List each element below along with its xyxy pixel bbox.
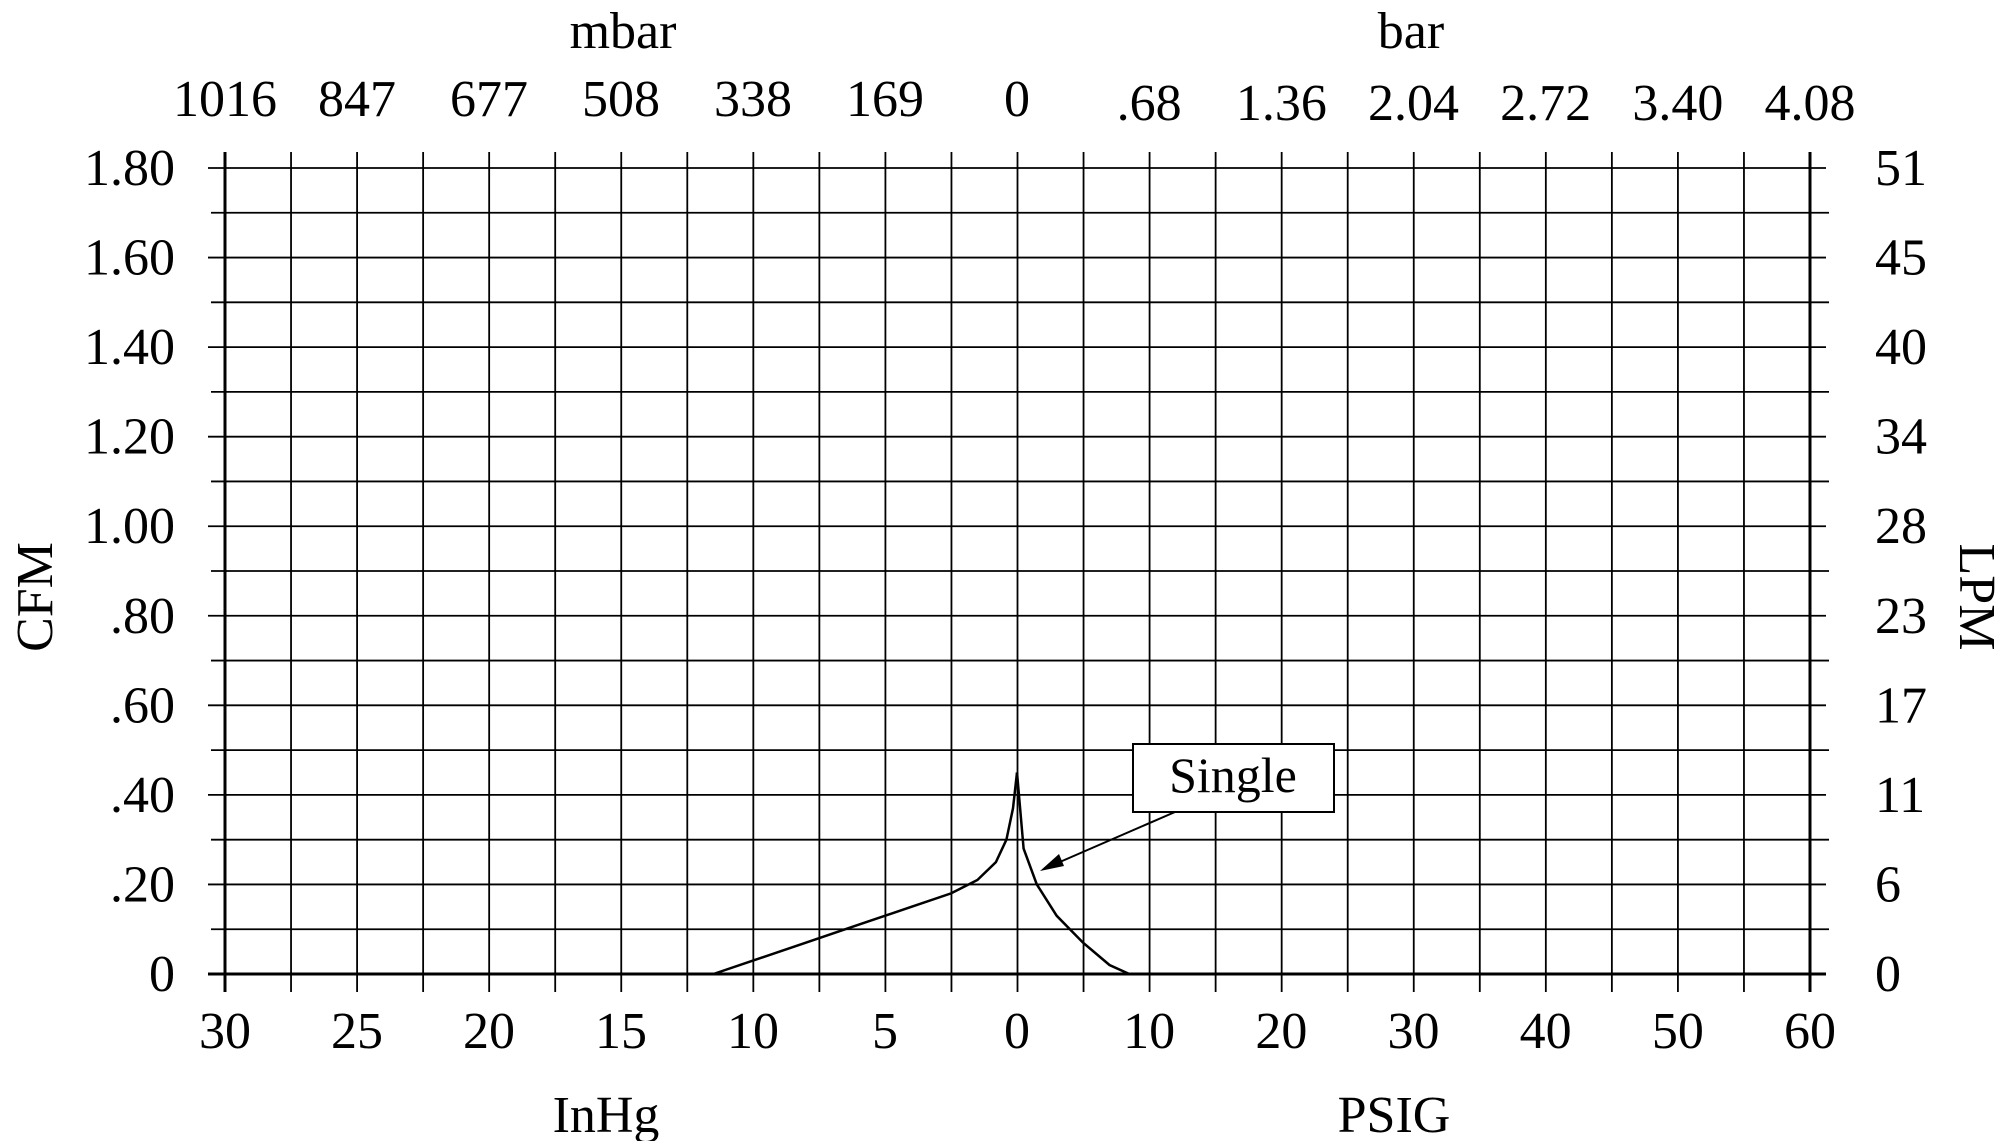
series-pressure-line xyxy=(1015,772,1130,976)
x-top-pressure-tick-label: 4.08 xyxy=(1765,75,1856,132)
y-left-tick-label: .20 xyxy=(110,856,175,913)
y-left-tick-label: 1.20 xyxy=(84,409,175,466)
x-bottom-vacuum-tick-label: 20 xyxy=(463,1003,515,1060)
y-left-tick-label: 0 xyxy=(149,946,175,1003)
x-bottom-vacuum-title: InHg xyxy=(553,1087,660,1141)
x-top-pressure-tick-label: 1.36 xyxy=(1236,75,1327,132)
y-right-tick-label: 40 xyxy=(1875,319,1927,376)
annotation-label: Single xyxy=(1169,747,1297,803)
x-bottom-pressure-tick-label: 40 xyxy=(1520,1003,1572,1060)
annotation-box xyxy=(1132,743,1335,813)
y-right-tick-label: 17 xyxy=(1875,677,1927,734)
x-top-vacuum-tick-label: 1016 xyxy=(173,71,277,128)
x-top-vacuum-tick-label: 508 xyxy=(582,71,660,128)
series-vacuum-line xyxy=(712,772,1019,976)
y-left-tick-label: 1.60 xyxy=(84,230,175,287)
y-left-tick-label: 1.40 xyxy=(84,319,175,376)
x-top-pressure-tick-label: 2.72 xyxy=(1500,75,1591,132)
x-top-vacuum-title: mbar xyxy=(570,3,677,60)
y-right-axis-title: LPM xyxy=(1948,544,2005,651)
y-left-tick-label: .40 xyxy=(110,767,175,824)
x-top-pressure-tick-label: .68 xyxy=(1117,75,1182,132)
y-left-tick-label: 1.00 xyxy=(84,498,175,555)
series-annotation: Single xyxy=(1040,743,1335,871)
x-bottom-pressure-title: PSIG xyxy=(1338,1087,1451,1141)
y-right-tick-label: 51 xyxy=(1875,140,1927,197)
x-bottom-pressure-tick-label: 10 xyxy=(1123,1003,1175,1060)
x-top-vacuum-tick-label: 847 xyxy=(318,71,396,128)
y-right-tick-label: 6 xyxy=(1875,856,1901,913)
x-top-vacuum-tick-label: 338 xyxy=(714,71,792,128)
tick-labels: 0 .20 .40 .60 .80 1.00 1.20 1.40 1.60 1.80 0 6 11 17 2… xyxy=(84,71,1927,1060)
grid-lines xyxy=(208,152,1829,992)
y-right-tick-label: 28 xyxy=(1875,498,1927,555)
x-top-vacuum-tick-label: 0 xyxy=(1004,71,1030,128)
x-top-vacuum-tick-label: 169 xyxy=(846,71,924,128)
x-bottom-vacuum-tick-label: 10 xyxy=(727,1003,779,1060)
annotation-arrowhead xyxy=(1040,854,1064,871)
flow-curves xyxy=(712,772,1130,976)
x-top-pressure-tick-label: 2.04 xyxy=(1368,75,1459,132)
x-bottom-pressure-tick-label: 60 xyxy=(1784,1003,1836,1060)
x-bottom-vacuum-tick-label: 5 xyxy=(872,1003,898,1060)
x-bottom-pressure-tick-label: 20 xyxy=(1255,1003,1307,1060)
y-right-tick-label: 11 xyxy=(1875,767,1925,824)
x-top-pressure-title: bar xyxy=(1378,3,1444,60)
y-left-tick-label: .80 xyxy=(110,588,175,645)
x-bottom-vacuum-tick-label: 15 xyxy=(595,1003,647,1060)
x-top-pressure-tick-label: 3.40 xyxy=(1632,75,1723,132)
x-bottom-pressure-tick-label: 30 xyxy=(1388,1003,1440,1060)
y-right-tick-label: 23 xyxy=(1875,588,1927,645)
x-bottom-vacuum-tick-label: 30 xyxy=(199,1003,251,1060)
x-bottom-vacuum-tick-label: 25 xyxy=(331,1003,383,1060)
y-right-tick-label: 0 xyxy=(1875,946,1901,1003)
x-top-vacuum-tick-label: 677 xyxy=(450,71,528,128)
x-bottom-vacuum-tick-label: 0 xyxy=(1004,1003,1030,1060)
y-right-tick-label: 45 xyxy=(1875,230,1927,287)
annotation-arrow xyxy=(1045,811,1176,869)
x-bottom-pressure-tick-label: 50 xyxy=(1652,1003,1704,1060)
y-left-axis-title: CFM xyxy=(7,542,64,652)
y-left-tick-label: .60 xyxy=(110,677,175,734)
y-left-tick-label: 1.80 xyxy=(84,140,175,197)
y-right-tick-label: 34 xyxy=(1875,409,1927,466)
